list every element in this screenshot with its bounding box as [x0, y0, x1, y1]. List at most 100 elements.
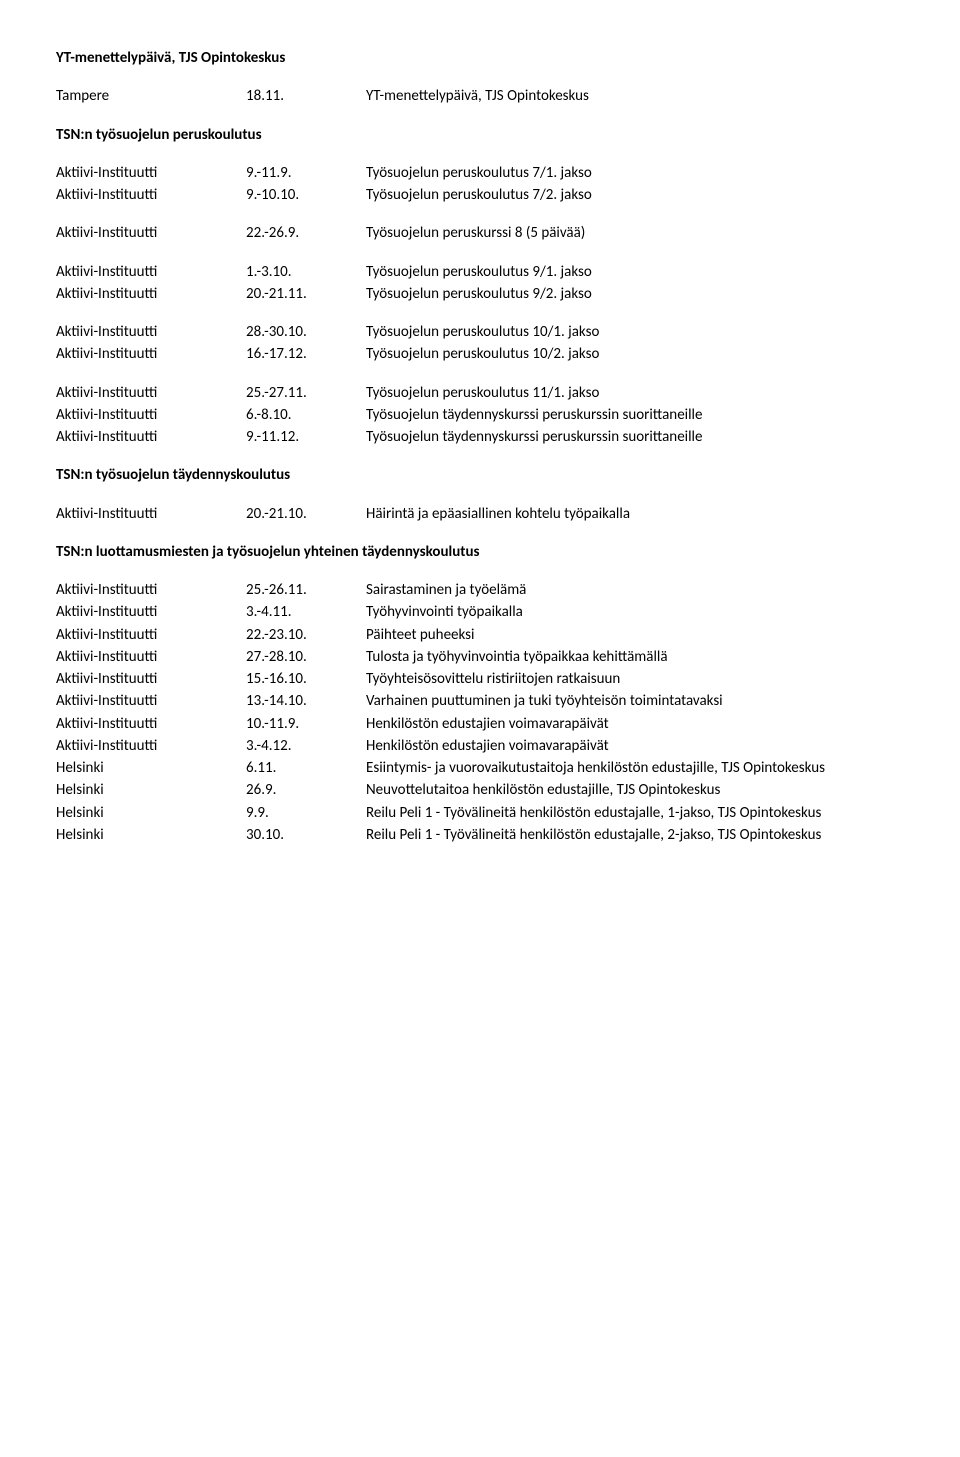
date: 25.-27.11. [246, 383, 366, 403]
location: Aktiivi-Instituutti [56, 284, 246, 304]
location: Aktiivi-Instituutti [56, 647, 246, 667]
date: 20.-21.10. [246, 504, 366, 524]
description: Sairastaminen ja työelämä [366, 580, 904, 600]
location: Aktiivi-Instituutti [56, 669, 246, 689]
location: Aktiivi-Instituutti [56, 163, 246, 183]
table-row: Aktiivi-Instituutti 9.-10.10. Työsuojelu… [56, 185, 904, 205]
date: 16.-17.12. [246, 344, 366, 364]
location: Aktiivi-Instituutti [56, 602, 246, 622]
location: Aktiivi-Instituutti [56, 185, 246, 205]
table-row: Helsinki 9.9. Reilu Peli 1 - Työvälineit… [56, 803, 904, 823]
location: Aktiivi-Instituutti [56, 262, 246, 282]
date: 27.-28.10. [246, 647, 366, 667]
description: Häirintä ja epäasiallinen kohtelu työpai… [366, 504, 904, 524]
table-row: Aktiivi-Instituutti 28.-30.10. Työsuojel… [56, 322, 904, 342]
table-row: Helsinki 6.11. Esiintymis- ja vuorovaiku… [56, 758, 904, 778]
date: 9.-11.12. [246, 427, 366, 447]
location: Aktiivi-Instituutti [56, 714, 246, 734]
description: Työhyvinvointi työpaikalla [366, 602, 904, 622]
table-row: Aktiivi-Instituutti 13.-14.10. Varhainen… [56, 691, 904, 711]
table-row: Tampere 18.11. YT-menettelypäivä, TJS Op… [56, 86, 904, 106]
section-heading: TSN:n työsuojelun peruskoulutus [56, 125, 904, 145]
location: Helsinki [56, 780, 246, 800]
table-row: Aktiivi-Instituutti 20.-21.11. Työsuojel… [56, 284, 904, 304]
description: YT-menettelypäivä, TJS Opintokeskus [366, 86, 904, 106]
table-row: Aktiivi-Instituutti 10.-11.9. Henkilöstö… [56, 714, 904, 734]
description: Varhainen puuttuminen ja tuki työyhteisö… [366, 691, 904, 711]
date: 6.-8.10. [246, 405, 366, 425]
table-row: Aktiivi-Instituutti 3.-4.11. Työhyvinvoi… [56, 602, 904, 622]
description: Työsuojelun peruskoulutus 9/2. jakso [366, 284, 904, 304]
page-title: YT-menettelypäivä, TJS Opintokeskus [56, 48, 904, 68]
description: Reilu Peli 1 - Työvälineitä henkilöstön … [366, 803, 904, 823]
date: 9.-10.10. [246, 185, 366, 205]
description: Neuvottelutaitoa henkilöstön edustajille… [366, 780, 904, 800]
location: Aktiivi-Instituutti [56, 427, 246, 447]
location: Aktiivi-Instituutti [56, 504, 246, 524]
date: 15.-16.10. [246, 669, 366, 689]
description: Työsuojelun peruskurssi 8 (5 päivää) [366, 223, 904, 243]
description: Työsuojelun peruskoulutus 10/1. jakso [366, 322, 904, 342]
description: Työsuojelun peruskoulutus 7/2. jakso [366, 185, 904, 205]
table-row: Aktiivi-Instituutti 16.-17.12. Työsuojel… [56, 344, 904, 364]
location: Aktiivi-Instituutti [56, 405, 246, 425]
date: 22.-23.10. [246, 625, 366, 645]
location: Helsinki [56, 825, 246, 845]
description: Henkilöstön edustajien voimavarapäivät [366, 736, 904, 756]
description: Työsuojelun täydennyskurssi peruskurssin… [366, 427, 904, 447]
table-row: Helsinki 30.10. Reilu Peli 1 - Työväline… [56, 825, 904, 845]
date: 9.-11.9. [246, 163, 366, 183]
table-row: Aktiivi-Instituutti 3.-4.12. Henkilöstön… [56, 736, 904, 756]
date: 6.11. [246, 758, 366, 778]
date: 10.-11.9. [246, 714, 366, 734]
table-row: Aktiivi-Instituutti 9.-11.12. Työsuojelu… [56, 427, 904, 447]
table-row: Helsinki 26.9. Neuvottelutaitoa henkilös… [56, 780, 904, 800]
table-row: Aktiivi-Instituutti 6.-8.10. Työsuojelun… [56, 405, 904, 425]
description: Päihteet puheeksi [366, 625, 904, 645]
description: Työsuojelun peruskoulutus 11/1. jakso [366, 383, 904, 403]
description: Työsuojelun peruskoulutus 7/1. jakso [366, 163, 904, 183]
date: 9.9. [246, 803, 366, 823]
location: Aktiivi-Instituutti [56, 344, 246, 364]
table-row: Aktiivi-Instituutti 20.-21.10. Häirintä … [56, 504, 904, 524]
date: 28.-30.10. [246, 322, 366, 342]
date: 22.-26.9. [246, 223, 366, 243]
location: Tampere [56, 86, 246, 106]
description: Reilu Peli 1 - Työvälineitä henkilöstön … [366, 825, 904, 845]
table-row: Aktiivi-Instituutti 15.-16.10. Työyhteis… [56, 669, 904, 689]
description: Työsuojelun täydennyskurssi peruskurssin… [366, 405, 904, 425]
location: Aktiivi-Instituutti [56, 322, 246, 342]
date: 3.-4.12. [246, 736, 366, 756]
location: Aktiivi-Instituutti [56, 691, 246, 711]
description: Esiintymis- ja vuorovaikutustaitoja henk… [366, 758, 904, 778]
date: 3.-4.11. [246, 602, 366, 622]
location: Aktiivi-Instituutti [56, 736, 246, 756]
table-row: Aktiivi-Instituutti 9.-11.9. Työsuojelun… [56, 163, 904, 183]
section-heading: TSN:n luottamusmiesten ja työsuojelun yh… [56, 542, 904, 562]
date: 25.-26.11. [246, 580, 366, 600]
location: Aktiivi-Instituutti [56, 625, 246, 645]
table-row: Aktiivi-Instituutti 25.-27.11. Työsuojel… [56, 383, 904, 403]
description: Tulosta ja työhyvinvointia työpaikkaa ke… [366, 647, 904, 667]
location: Helsinki [56, 803, 246, 823]
date: 1.-3.10. [246, 262, 366, 282]
date: 13.-14.10. [246, 691, 366, 711]
location: Aktiivi-Instituutti [56, 223, 246, 243]
date: 26.9. [246, 780, 366, 800]
table-row: Aktiivi-Instituutti 22.-26.9. Työsuojelu… [56, 223, 904, 243]
section-heading: TSN:n työsuojelun täydennyskoulutus [56, 465, 904, 485]
date: 18.11. [246, 86, 366, 106]
location: Aktiivi-Instituutti [56, 383, 246, 403]
table-row: Aktiivi-Instituutti 22.-23.10. Päihteet … [56, 625, 904, 645]
location: Helsinki [56, 758, 246, 778]
table-row: Aktiivi-Instituutti 27.-28.10. Tulosta j… [56, 647, 904, 667]
description: Henkilöstön edustajien voimavarapäivät [366, 714, 904, 734]
location: Aktiivi-Instituutti [56, 580, 246, 600]
date: 30.10. [246, 825, 366, 845]
date: 20.-21.11. [246, 284, 366, 304]
description: Työsuojelun peruskoulutus 9/1. jakso [366, 262, 904, 282]
description: Työyhteisösovittelu ristiriitojen ratkai… [366, 669, 904, 689]
table-row: Aktiivi-Instituutti 25.-26.11. Sairastam… [56, 580, 904, 600]
description: Työsuojelun peruskoulutus 10/2. jakso [366, 344, 904, 364]
table-row: Aktiivi-Instituutti 1.-3.10. Työsuojelun… [56, 262, 904, 282]
